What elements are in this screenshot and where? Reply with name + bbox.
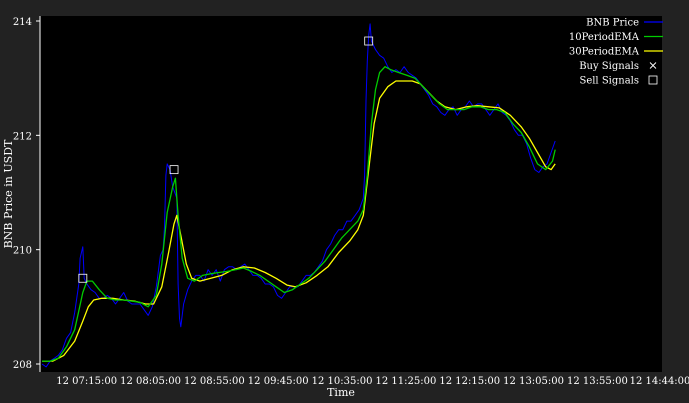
signal-marker-layer	[78, 36, 374, 283]
y-tick-label: 210	[13, 246, 32, 257]
x-tick-label: 12 08:55:00	[184, 376, 245, 387]
legend-label: Buy Signals	[579, 61, 639, 72]
legend-label: BNB Price	[586, 18, 639, 29]
legend-label: 30PeriodEMA	[569, 47, 640, 58]
x-tick-label: 12 14:44:00	[630, 376, 689, 387]
x-tick-label: 12 08:05:00	[120, 376, 181, 387]
x-tick-layer: 12 07:15:00 12 08:05:00 12 08:55:00 12 09:4…	[56, 376, 689, 387]
sell-signal-marker	[364, 36, 374, 46]
legend: BNB Price 10PeriodEMA 30PeriodEMA Buy Signa…	[569, 18, 663, 87]
series-line-ema10	[42, 66, 556, 362]
legend-label: Sell Signals	[579, 76, 639, 87]
legend-label: 10PeriodEMA	[569, 32, 640, 43]
x-tick-label: 12 11:25:00	[375, 376, 436, 387]
y-tick-layer: 208 210 212 214	[13, 17, 40, 371]
y-tick-label: 212	[13, 131, 32, 142]
y-axis-label: BNB Price in USDT	[2, 139, 15, 248]
x-tick-label: 12 09:45:00	[248, 376, 309, 387]
series-layer	[41, 23, 556, 368]
x-tick-label: 12 13:55:00	[567, 376, 628, 387]
axes-background	[40, 16, 662, 372]
legend-swatch-x-marker	[649, 62, 657, 69]
x-tick-label: 12 07:15:00	[56, 376, 117, 387]
x-axis-label: Time	[327, 386, 355, 399]
sell-signal-marker	[169, 165, 179, 175]
legend-swatch-square-marker	[648, 75, 658, 85]
y-tick-label: 208	[13, 360, 32, 371]
x-tick-label: 12 13:05:00	[503, 376, 564, 387]
sell-signal-marker	[78, 273, 88, 283]
y-tick-label: 214	[13, 17, 32, 28]
x-tick-label: 12 12:15:00	[439, 376, 500, 387]
x-tick-label: 12 10:35:00	[312, 376, 373, 387]
